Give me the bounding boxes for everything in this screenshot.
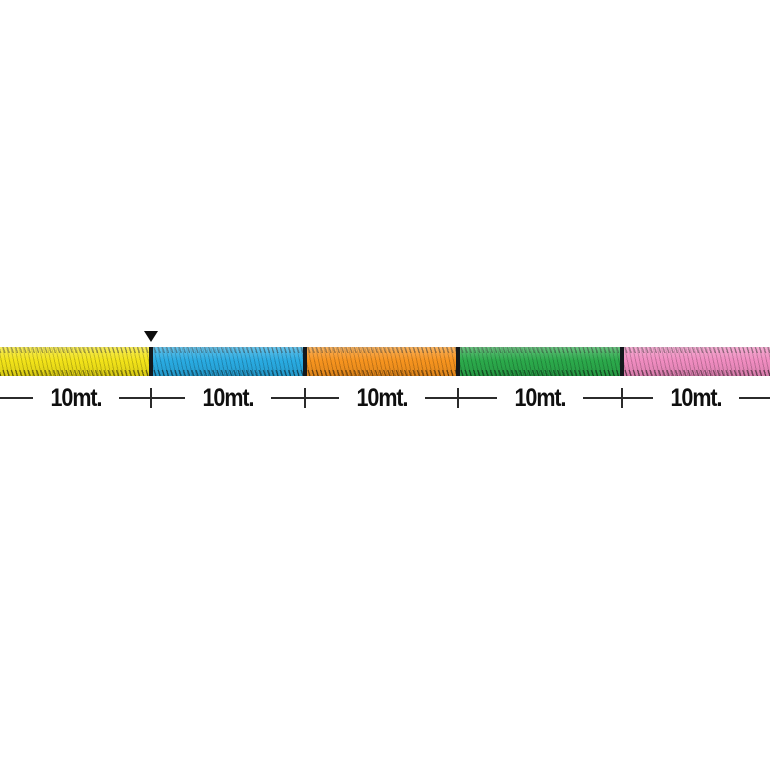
yellow-segment-top-fringe (0, 347, 151, 353)
ruler-distance-label-2: 10mt. (185, 382, 271, 414)
green-segment-bottom-fringe (458, 370, 622, 376)
green-segment-shading (458, 347, 622, 376)
orange-segment-shading (305, 347, 458, 376)
position-marker-triangle-down-icon (144, 331, 158, 342)
ruler-tick-3 (457, 388, 459, 408)
rope-joint-4 (620, 347, 624, 376)
pink-segment-bottom-fringe (622, 370, 770, 376)
ruler-distance-label-5: 10mt. (653, 382, 739, 414)
orange-segment (305, 347, 458, 376)
ruler-tick-2 (304, 388, 306, 408)
blue-segment (151, 347, 305, 376)
rope-joint-2 (303, 347, 307, 376)
yellow-segment (0, 347, 151, 376)
pink-segment-shading (622, 347, 770, 376)
yellow-segment-shading (0, 347, 151, 376)
rope-band (0, 347, 770, 376)
rope-joint-1 (149, 347, 153, 376)
yellow-segment-fill (0, 347, 151, 376)
rope-joint-3 (456, 347, 460, 376)
ruler-distance-label-3: 10mt. (339, 382, 425, 414)
ruler-tick-4 (621, 388, 623, 408)
measurement-ruler: 10mt. 10mt. 10mt. 10mt. 10mt. (0, 380, 770, 416)
orange-segment-top-fringe (305, 347, 458, 353)
orange-segment-bottom-fringe (305, 370, 458, 376)
blue-segment-shading (151, 347, 305, 376)
pink-segment-top-fringe (622, 347, 770, 353)
ruler-tick-1 (150, 388, 152, 408)
orange-segment-weave-texture (305, 347, 458, 376)
pink-segment (622, 347, 770, 376)
blue-segment-weave-texture (151, 347, 305, 376)
orange-segment-fill (305, 347, 458, 376)
yellow-segment-bottom-fringe (0, 370, 151, 376)
ruler-distance-label-4: 10mt. (497, 382, 583, 414)
blue-segment-bottom-fringe (151, 370, 305, 376)
green-segment-weave-texture (458, 347, 622, 376)
green-segment (458, 347, 622, 376)
green-segment-top-fringe (458, 347, 622, 353)
pink-segment-weave-texture (622, 347, 770, 376)
yellow-segment-weave-texture (0, 347, 151, 376)
green-segment-fill (458, 347, 622, 376)
blue-segment-top-fringe (151, 347, 305, 353)
blue-segment-fill (151, 347, 305, 376)
pink-segment-fill (622, 347, 770, 376)
ruler-distance-label-1: 10mt. (33, 382, 119, 414)
